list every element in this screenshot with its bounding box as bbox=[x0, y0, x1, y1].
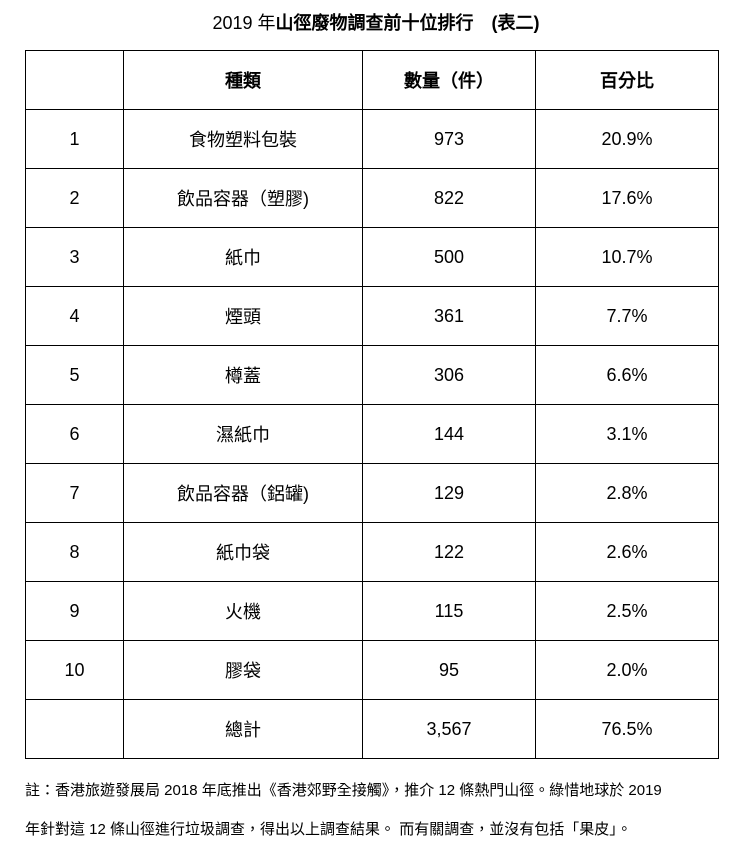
header-cell bbox=[25, 50, 124, 110]
table-cell: 膠袋 bbox=[123, 640, 363, 700]
header-cell: 數量（件） bbox=[362, 50, 536, 110]
table-cell: 500 bbox=[362, 227, 536, 287]
table-cell: 973 bbox=[362, 109, 536, 169]
table-cell: 4 bbox=[25, 286, 124, 346]
table-cell: 2.0% bbox=[535, 640, 719, 700]
table-cell: 食物塑料包裝 bbox=[123, 109, 363, 169]
table-cell: 濕紙巾 bbox=[123, 404, 363, 464]
table-cell: 火機 bbox=[123, 581, 363, 641]
table-row: 2 飲品容器（塑膠) 822 17.6% bbox=[25, 168, 719, 228]
table-row: 3 紙巾 500 10.7% bbox=[25, 227, 719, 287]
table-row: 5 樽蓋 306 6.6% bbox=[25, 345, 719, 405]
total-cell: 總計 bbox=[123, 699, 363, 759]
table-cell: 8 bbox=[25, 522, 124, 582]
table-row: 6 濕紙巾 144 3.1% bbox=[25, 404, 719, 464]
header-cell: 百分比 bbox=[535, 50, 719, 110]
table-cell: 361 bbox=[362, 286, 536, 346]
table-cell: 1 bbox=[25, 109, 124, 169]
note-line: 年針對這 12 條山徑進行垃圾調查，得出以上調查結果。 而有關調查，並沒有包括「… bbox=[25, 821, 632, 838]
table-cell: 飲品容器（鋁罐) bbox=[123, 463, 363, 523]
total-cell: 76.5% bbox=[535, 699, 719, 759]
table-cell: 7.7% bbox=[535, 286, 719, 346]
table-cell bbox=[25, 699, 124, 759]
table-cell: 306 bbox=[362, 345, 536, 405]
total-cell: 3,567 bbox=[362, 699, 536, 759]
table-cell: 10.7% bbox=[535, 227, 719, 287]
table-row: 10 膠袋 95 2.0% bbox=[25, 640, 719, 700]
table-cell: 樽蓋 bbox=[123, 345, 363, 405]
table-cell: 飲品容器（塑膠) bbox=[123, 168, 363, 228]
table-cell: 115 bbox=[362, 581, 536, 641]
title-prefix: 2019 年 bbox=[212, 13, 276, 33]
table-row: 4 煙頭 361 7.7% bbox=[25, 286, 719, 346]
header-row: 種類 數量（件） 百分比 bbox=[25, 50, 719, 110]
table-cell: 129 bbox=[362, 463, 536, 523]
table-cell: 10 bbox=[25, 640, 124, 700]
table: 種類 數量（件） 百分比 1 食物塑料包裝 973 20.9% 2 飲品容器（塑膠) 822… bbox=[25, 50, 719, 759]
table-cell: 122 bbox=[362, 522, 536, 582]
table-cell: 6.6% bbox=[535, 345, 719, 405]
table-row: 7 飲品容器（鋁罐) 129 2.8% bbox=[25, 463, 719, 523]
table-cell: 煙頭 bbox=[123, 286, 363, 346]
table-cell: 95 bbox=[362, 640, 536, 700]
table-cell: 822 bbox=[362, 168, 536, 228]
total-row: 總計 3,567 76.5% bbox=[25, 699, 719, 759]
header-cell: 種類 bbox=[123, 50, 363, 110]
table-cell: 3 bbox=[25, 227, 124, 287]
table-cell: 9 bbox=[25, 581, 124, 641]
table-cell: 紙巾 bbox=[123, 227, 363, 287]
table-cell: 3.1% bbox=[535, 404, 719, 464]
table-cell: 2.6% bbox=[535, 522, 719, 582]
table-cell: 6 bbox=[25, 404, 124, 464]
table-row: 1 食物塑料包裝 973 20.9% bbox=[25, 109, 719, 169]
table-row: 8 紙巾袋 122 2.6% bbox=[25, 522, 719, 582]
table-cell: 7 bbox=[25, 463, 124, 523]
table-row: 9 火機 115 2.5% bbox=[25, 581, 719, 641]
table-cell: 2.8% bbox=[535, 463, 719, 523]
table-cell: 17.6% bbox=[535, 168, 719, 228]
title-main: 山徑廢物調查前十位排行 (表二) bbox=[275, 13, 540, 33]
table-cell: 20.9% bbox=[535, 109, 719, 169]
table-cell: 144 bbox=[362, 404, 536, 464]
table-cell: 2 bbox=[25, 168, 124, 228]
table-cell: 2.5% bbox=[535, 581, 719, 641]
table-cell: 紙巾袋 bbox=[123, 522, 363, 582]
title: 2019 年山徑廢物調查前十位排行 (表二) bbox=[0, 10, 752, 36]
table-cell: 5 bbox=[25, 345, 124, 405]
note-line: 註：香港旅遊發展局 2018 年底推出《香港郊野全接觸》，推介 12 條熱門山徑… bbox=[25, 782, 662, 799]
